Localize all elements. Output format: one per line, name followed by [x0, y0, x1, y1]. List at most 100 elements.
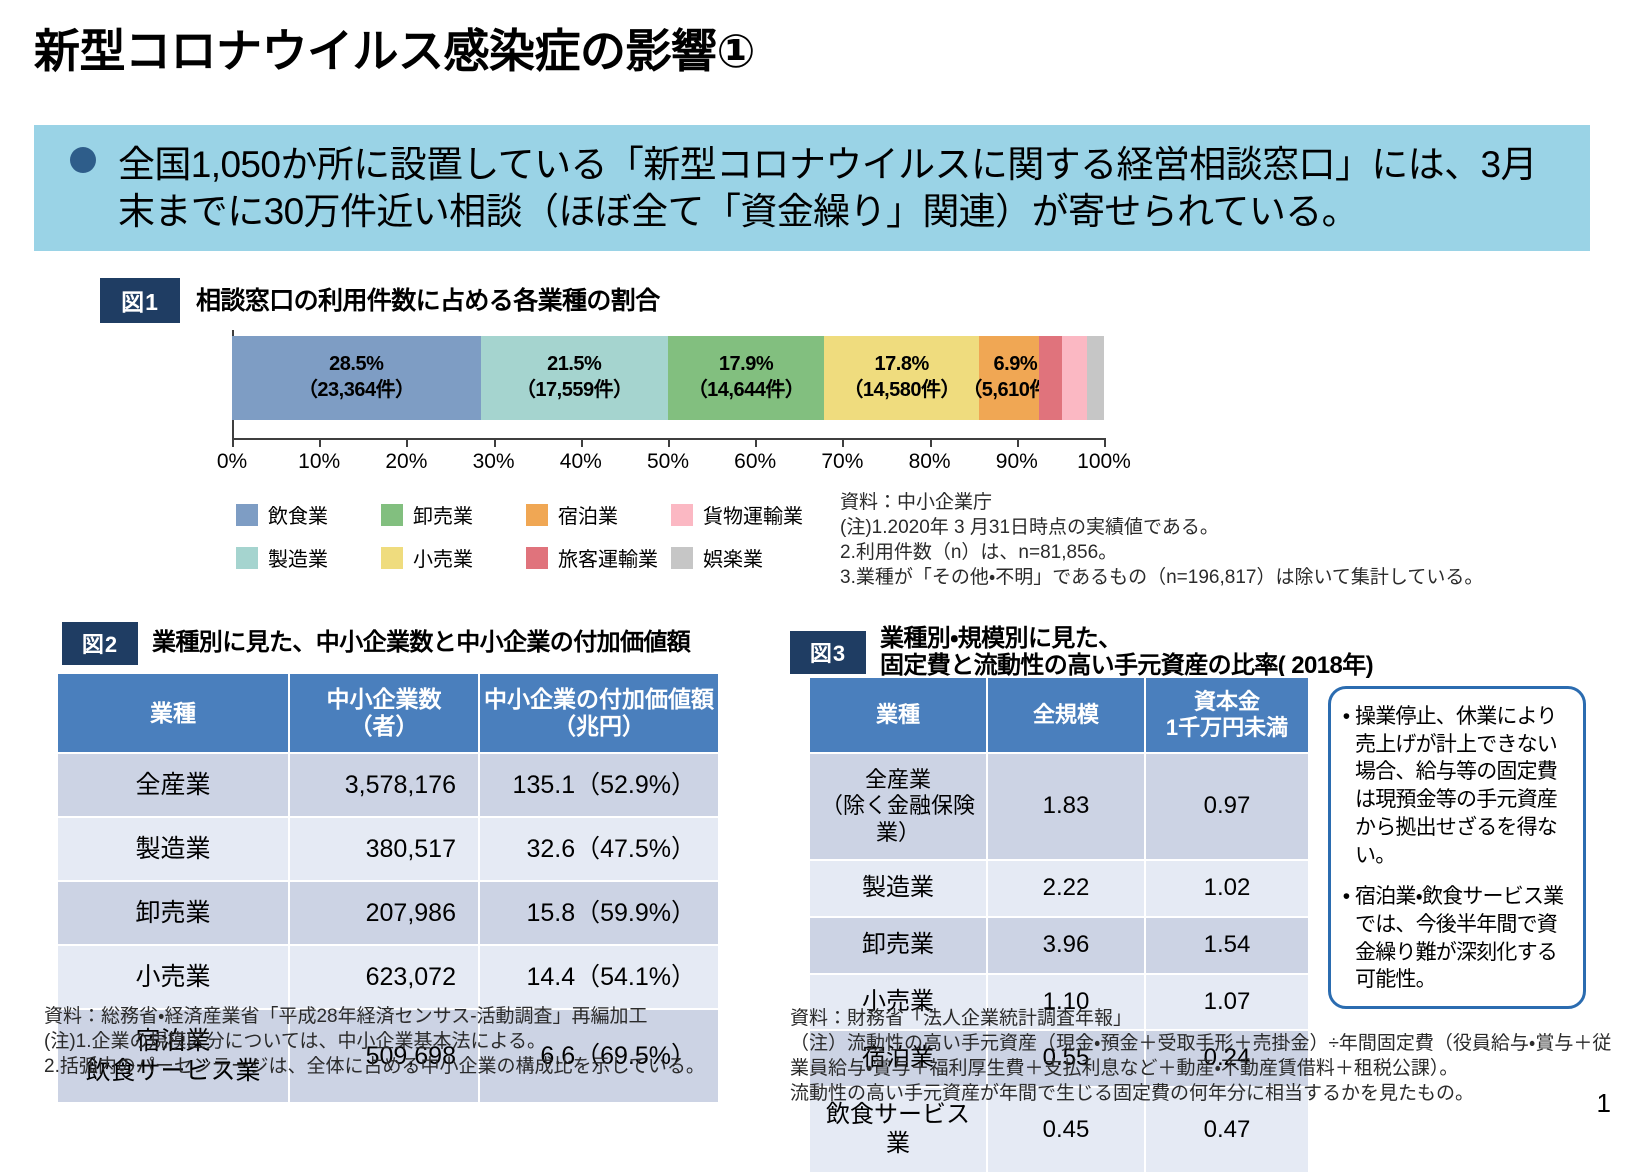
axis-tick [668, 438, 670, 447]
cell-industry: 製造業 [808, 859, 988, 918]
legend-label: 卸売業 [413, 506, 473, 528]
axis-tick [319, 438, 322, 447]
segment-count: （14,580件） [843, 379, 960, 401]
figure2-table: 業種 中小企業数 （者） 中小企業の付加価値額 （兆円） 全産業 3,578,17… [56, 671, 720, 1105]
cell-count: 207,986 [288, 880, 480, 947]
legend-label: 旅客運輸業 [558, 549, 658, 571]
figure1-title: 相談窓口の利用件数に占める各業種の割合 [196, 286, 660, 315]
bullet-icon [70, 147, 96, 173]
figure1-notes: 資料：中小企業庁 (注)1.2020年 3 月31日時点の実績値である。 2.利… [840, 492, 1484, 589]
cell-count: 3,578,176 [288, 752, 480, 819]
bar-segment [1086, 336, 1104, 420]
table-row: 宿泊業 飲食サービス業 509,698 6.6（69.5%） [56, 1008, 720, 1105]
axis-tick [493, 438, 496, 447]
bar-segment: 17.8% （14,580件） [824, 336, 980, 420]
cell-industry: 製造業 [56, 816, 290, 883]
bar-segment-label: 21.5% （17,559件） [516, 352, 633, 403]
cell-count: 509,698 [288, 1008, 480, 1105]
bar-segment: 6.9% （5,610件） [962, 336, 1069, 420]
figure3-callout-box: • 操業停止、休業により売上げが計上できない場合、給与等の固定費は現預金等の手元資… [1328, 686, 1586, 1010]
figure3-col-industry: 業種 [808, 676, 988, 754]
figure2-col-industry: 業種 [56, 671, 290, 755]
legend-label: 飲食業 [268, 506, 328, 528]
figure3-header: 図3 業種別・規模別に見た、 固定費と流動性の高い手元資産の比率( 2018年) [790, 625, 1374, 680]
legend-item: 宿泊業 [526, 500, 671, 529]
axis-tick [929, 438, 932, 447]
cell-all-scale: 0.55 [986, 1029, 1146, 1089]
legend-label: 娯楽業 [703, 549, 763, 571]
legend-item: 娯楽業 [671, 543, 816, 572]
axis-tick [1016, 438, 1019, 447]
legend-swatch-icon [526, 546, 548, 569]
axis-tick [1104, 438, 1106, 447]
table-header-row: 業種 中小企業数 （者） 中小企業の付加価値額 （兆円） [56, 671, 720, 755]
highlight-banner: 全国1,050か所に設置している「新型コロナウイルスに関する経営相談窓口」には、… [34, 125, 1590, 251]
axis-tick-label: 0% [216, 450, 248, 473]
legend-item: 飲食業 [236, 500, 381, 529]
axis-tick [842, 438, 845, 447]
axis-tick [755, 438, 758, 447]
figure1-header: 図1 相談窓口の利用件数に占める各業種の割合 [100, 278, 660, 323]
cell-all-scale: 2.22 [986, 859, 1146, 918]
cell-value: 6.6（69.5%） [478, 1008, 720, 1105]
cell-industry: 卸売業 [808, 915, 988, 975]
segment-percent: 28.5% [329, 353, 384, 376]
bar-segment: 28.5% （23,364件） [232, 336, 481, 420]
callout-text: 操業停止、休業により売上げが計上できない場合、給与等の固定費は現預金等の手元資産… [1355, 705, 1558, 867]
callout-bullet-item: • 操業停止、休業により売上げが計上できない場合、給与等の固定費は現預金等の手元資… [1339, 703, 1573, 869]
cell-value: 14.4（54.1%） [478, 944, 720, 1011]
table-row: 全産業 （除く金融保険業） 1.83 0.97 [808, 751, 1310, 862]
cell-all-scale: 3.96 [986, 915, 1146, 975]
figure3-notes: 資料：財務省「法人企業統計調査年報」 （注）流動性の高い手元資産（現金・預金＋受… [790, 1008, 1612, 1105]
bar-segment-label: 17.9% （14,644件） [688, 352, 805, 403]
bar-segment: 17.9% （14,644件） [667, 336, 825, 420]
axis-tick-label: 60% [734, 450, 777, 473]
figure1-tag: 図1 [100, 278, 180, 323]
axis-tick-label: 30% [472, 450, 515, 473]
axis-tick-label: 20% [385, 450, 428, 473]
legend-item: 製造業 [236, 543, 381, 572]
axis-tick [406, 438, 409, 447]
legend-swatch-icon [671, 503, 693, 526]
legend-label: 小売業 [413, 549, 473, 571]
cell-industry: 卸売業 [56, 880, 290, 947]
table-row: 製造業 2.22 1.02 [808, 859, 1310, 918]
legend-swatch-icon [381, 503, 403, 526]
legend-item: 卸売業 [381, 500, 526, 529]
legend-swatch-icon [526, 503, 548, 526]
cell-industry: 宿泊業 [808, 1029, 988, 1089]
axis-tick-label: 50% [646, 450, 690, 473]
legend-swatch-icon [236, 503, 258, 526]
figure1-chart: 28.5% （23,364件） 21.5% （17,559件） 17.9% （14,644… [217, 330, 1131, 473]
page-title: 新型コロナウイルス感染症の影響① [34, 25, 755, 77]
figure1-legend: 飲食業 卸売業 宿泊業 貨物運輸業 製造業 小売業 旅客運輸業 娯楽業 [236, 500, 816, 572]
cell-industry: 全産業 [56, 752, 290, 819]
cell-industry: 小売業 [808, 972, 988, 1032]
bullet-dot-icon: • [1342, 885, 1350, 909]
cell-small-capital: 1.02 [1144, 859, 1310, 918]
bar-segment [1039, 336, 1063, 420]
table-row: 小売業 623,072 14.4（54.1%） [56, 944, 720, 1011]
legend-swatch-icon [671, 546, 693, 569]
axis-tick [232, 438, 234, 447]
segment-percent: 6.9% [993, 353, 1038, 376]
bar-segment-label: 17.8% （14,580件） [843, 352, 960, 403]
table-header-row: 業種 全規模 資本金 1千万円未満 [808, 676, 1310, 754]
axis-tick-label: 70% [821, 450, 864, 473]
axis-tick [580, 438, 583, 447]
callout-bullet-item: • 宿泊業・飲食サービス業では、今後半年間で資金繰り難が深刻化する可能性。 [1339, 883, 1573, 994]
callout-text: 宿泊業・飲食サービス業では、今後半年間で資金繰り難が深刻化する可能性。 [1355, 885, 1564, 992]
bar-segment: 21.5% （17,559件） [480, 336, 668, 420]
legend-label: 宿泊業 [558, 506, 618, 528]
cell-industry: 全産業 （除く金融保険業） [808, 751, 988, 862]
axis-tick-label: 80% [908, 450, 951, 473]
legend-swatch-icon [381, 546, 403, 569]
table-row: 卸売業 207,986 15.8（59.9%） [56, 880, 720, 947]
segment-percent: 21.5% [547, 353, 602, 376]
cell-value: 32.6（47.5%） [478, 816, 720, 883]
axis-tick-label: 100% [1077, 450, 1131, 473]
legend-label: 製造業 [268, 549, 328, 571]
axis-tick-label: 40% [559, 450, 602, 473]
figure2-tag: 図2 [62, 622, 138, 665]
figure2-header: 図2 業種別に見た、中小企業数と中小企業の付加価値額 [62, 622, 691, 665]
